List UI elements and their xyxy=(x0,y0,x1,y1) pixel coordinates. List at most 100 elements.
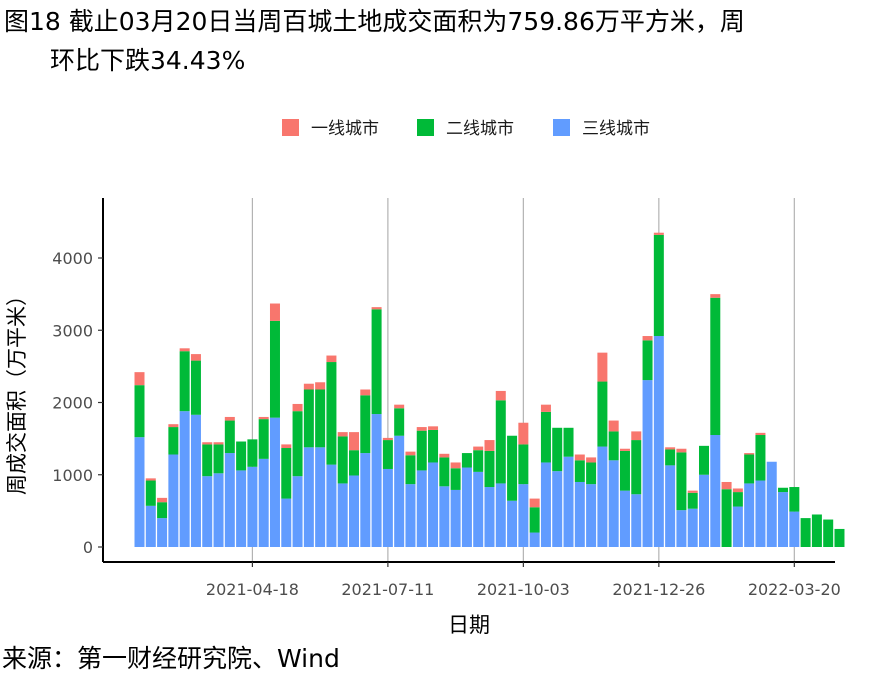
bar-segment xyxy=(518,484,529,547)
bar-segment xyxy=(145,505,156,547)
legend-swatch xyxy=(553,119,570,136)
bar-segment xyxy=(337,483,348,547)
bar-segment xyxy=(134,437,145,547)
bar-segment xyxy=(224,453,235,547)
bar-segment xyxy=(811,514,822,547)
x-tick-label: 2021-04-18 xyxy=(206,580,299,599)
bar-segment xyxy=(755,435,766,481)
bar-segment xyxy=(495,400,506,484)
bar-segment xyxy=(382,437,393,441)
bar-segment xyxy=(507,435,518,501)
bar-segment xyxy=(202,442,213,445)
bar-segment xyxy=(190,414,201,547)
bar-segment xyxy=(224,416,235,421)
bar-segment xyxy=(642,340,653,381)
bar-segment xyxy=(721,489,732,547)
bar-segment xyxy=(168,427,179,455)
bar-segment xyxy=(439,453,450,458)
y-axis-title: 周成交面积（万平米） xyxy=(5,285,29,495)
bar-segment xyxy=(439,457,450,487)
bar-segment xyxy=(461,467,472,547)
bar-segment xyxy=(631,431,642,441)
bar-segment xyxy=(461,453,472,468)
source-note: 来源：第一财经研究院、Wind xyxy=(2,644,340,673)
bar-segment xyxy=(202,444,213,477)
bar-segment xyxy=(676,510,687,547)
bar-segment xyxy=(631,494,642,547)
bar-segment xyxy=(495,483,506,547)
x-axis-title: 日期 xyxy=(448,613,490,637)
bar-segment xyxy=(349,450,360,476)
bar-segment xyxy=(755,480,766,547)
bar-segment xyxy=(145,478,156,481)
bar-segment xyxy=(642,380,653,547)
figure-title-line1: 图18 截止03月20日当周百城土地成交面积为759.86万平方米，周 xyxy=(4,7,745,36)
bar-segment xyxy=(631,440,642,495)
bar-segment xyxy=(687,508,698,547)
bar-segment xyxy=(405,455,416,485)
bar-segment xyxy=(269,320,280,418)
bar-segment xyxy=(224,420,235,454)
bar-segment xyxy=(744,483,755,547)
bar-segment xyxy=(213,473,224,547)
bar-segment xyxy=(450,489,461,547)
bar-segment xyxy=(349,432,360,451)
bar-segment xyxy=(394,408,405,436)
bar-segment xyxy=(744,454,755,484)
bar-segment xyxy=(540,404,551,412)
bar-segment xyxy=(687,492,698,509)
bar-segment xyxy=(213,444,224,474)
bar-segment xyxy=(258,419,269,459)
bar-segment xyxy=(586,484,597,547)
bar-segment xyxy=(315,447,326,547)
bar-segment xyxy=(552,427,563,472)
bar-segment xyxy=(518,422,529,445)
bar-segment xyxy=(484,487,495,547)
bar-segment xyxy=(529,532,540,547)
bar-segment xyxy=(179,411,190,547)
bar-segment xyxy=(236,470,247,547)
bar-segment xyxy=(597,381,608,447)
chart-legend: 一线城市 二线城市 三线城市 xyxy=(282,119,650,139)
bar-segment xyxy=(653,232,664,235)
bar-segment xyxy=(281,498,292,547)
bar-segment xyxy=(360,395,371,454)
bar-segment xyxy=(292,411,303,477)
bar-segment xyxy=(710,435,721,547)
bar-segment xyxy=(168,424,179,428)
bar-segment xyxy=(540,411,551,463)
bar-segment xyxy=(168,454,179,547)
bar-segment xyxy=(303,383,314,390)
bar-segment xyxy=(190,360,201,415)
bar-segment xyxy=(416,470,427,547)
bar-segment xyxy=(179,351,190,412)
bar-segment xyxy=(473,450,484,472)
bar-segment xyxy=(157,502,168,519)
bar-segment xyxy=(608,460,619,547)
bar-segment xyxy=(382,468,393,547)
bar-segment xyxy=(732,506,743,547)
bar-segment xyxy=(732,488,743,493)
bar-segment xyxy=(495,390,506,401)
bar-segment xyxy=(157,518,168,547)
bar-segment xyxy=(699,474,709,547)
bar-segment xyxy=(315,382,326,390)
bar-segment xyxy=(134,372,145,386)
bar-segment xyxy=(428,462,439,547)
bar-segment xyxy=(653,336,664,547)
bar-segment xyxy=(360,389,371,396)
bar-segment xyxy=(371,309,382,415)
bar-segment xyxy=(529,507,540,533)
bar-segment xyxy=(202,476,213,547)
bar-segment xyxy=(676,452,687,511)
bar-segment xyxy=(315,389,326,448)
bar-segment xyxy=(665,449,676,466)
x-tick-label: 2021-10-03 xyxy=(477,580,570,599)
bar-segment xyxy=(789,511,800,547)
bar-segment xyxy=(157,497,168,503)
bar-segment xyxy=(518,444,529,485)
bar-segment xyxy=(247,439,258,467)
bar-segment xyxy=(597,446,608,547)
bar-segment xyxy=(371,414,382,547)
